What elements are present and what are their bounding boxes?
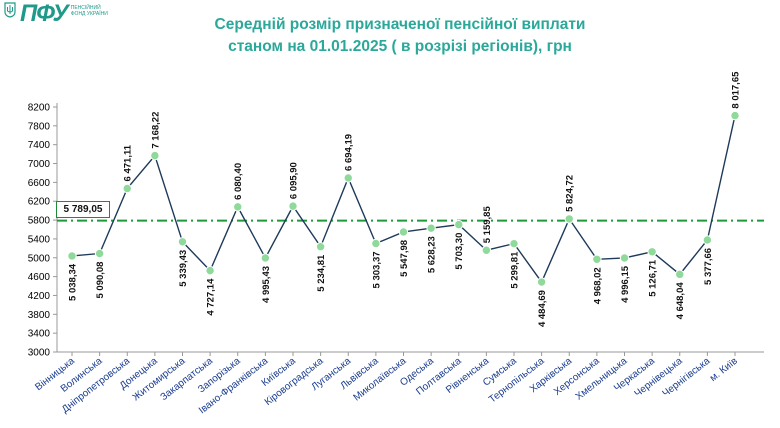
- data-label: 5 377,66: [703, 248, 714, 285]
- chart-title: Середній розмір призначеної пенсійної ви…: [160, 14, 640, 58]
- y-tick-label: 4200: [28, 291, 51, 302]
- data-label: 6 095,90: [289, 162, 300, 199]
- data-labels: 5 038,34 5 090,08 6 471,11 7 168,22 5 339,43…: [68, 71, 742, 327]
- data-point: [619, 253, 630, 263]
- y-tick-label: 6600: [28, 178, 51, 189]
- data-point: [288, 201, 298, 211]
- data-label: 6 080,40: [233, 163, 244, 200]
- data-label: 5 090,08: [95, 262, 106, 299]
- data-point: [177, 237, 188, 247]
- data-point: [150, 150, 160, 161]
- average-value-label: 5 789,05: [56, 201, 110, 218]
- y-tick-label: 3400: [28, 329, 51, 340]
- data-point: [536, 277, 547, 287]
- coat-of-arms-icon: [4, 2, 16, 18]
- data-points: [67, 110, 740, 287]
- data-label: 5 234,81: [316, 254, 327, 292]
- y-tick-label: 5400: [28, 234, 51, 245]
- y-axis: 3000 3400 3800 4200 4600 5000 5400 5800 6200 6600…: [28, 103, 58, 359]
- data-point: [454, 219, 464, 230]
- data-label: 5 299,81: [510, 251, 521, 289]
- data-point: [398, 227, 409, 237]
- data-point: [647, 247, 657, 257]
- header: ПФУ ПЕНСІЙНИЙ ФОНД УКРАЇНИ Середній розм…: [0, 0, 780, 60]
- data-label: 4 995,43: [261, 266, 272, 303]
- data-point: [564, 214, 574, 224]
- data-point: [94, 248, 105, 259]
- y-tick-label: 7000: [28, 159, 51, 170]
- data-label: 5 126,71: [648, 259, 659, 297]
- x-tick-label: м. Київ: [708, 356, 740, 384]
- data-label: 4 996,15: [620, 265, 631, 303]
- y-tick-label: 8200: [28, 103, 51, 114]
- chart-title-line2: станом на 01.01.2025 ( в розрізі регіоні…: [228, 38, 572, 55]
- y-tick-label: 7400: [28, 140, 51, 151]
- y-tick-label: 3000: [28, 348, 51, 359]
- data-label: 4 484,69: [537, 290, 548, 327]
- y-tick-label: 4600: [28, 272, 51, 283]
- data-point: [233, 202, 243, 212]
- data-point: [67, 251, 77, 261]
- data-point: [260, 253, 271, 263]
- data-point: [371, 238, 381, 249]
- data-label: 4 968,02: [592, 267, 603, 304]
- y-tick-label: 5000: [28, 253, 51, 264]
- x-axis: ВінницькаВолинськаДніпропетровськаДонець…: [33, 351, 764, 416]
- data-point: [675, 269, 685, 280]
- data-label: 7 168,22: [150, 112, 161, 149]
- logo-subtitle: ПЕНСІЙНИЙ ФОНД УКРАЇНИ: [70, 5, 108, 17]
- y-tick-label: 7800: [28, 121, 51, 132]
- data-label: 4 727,14: [206, 278, 217, 316]
- chart-title-line1: Середній розмір призначеної пенсійної ви…: [214, 16, 586, 33]
- data-label: 5 703,30: [454, 233, 465, 270]
- data-label: 8 017,65: [731, 71, 742, 109]
- data-label: 5 547,98: [399, 240, 410, 277]
- data-point: [426, 223, 436, 233]
- data-point: [509, 238, 519, 249]
- data-point: [730, 110, 740, 121]
- data-label: 5 159,85: [482, 206, 493, 244]
- data-point: [592, 254, 602, 264]
- data-label: 5 628,23: [427, 236, 438, 273]
- data-point: [481, 245, 492, 255]
- y-tick-label: 3800: [28, 310, 51, 321]
- y-tick-label: 6200: [28, 197, 51, 208]
- data-label: 5 824,72: [565, 175, 576, 212]
- y-tick-label: 5800: [28, 216, 51, 227]
- data-point: [315, 242, 326, 252]
- data-label: 5 339,43: [178, 250, 189, 287]
- pfu-logo: ПФУ ПЕНСІЙНИЙ ФОНД УКРАЇНИ: [4, 2, 111, 26]
- data-point: [702, 235, 713, 245]
- data-point: [122, 183, 132, 194]
- logo-text: ПФУ: [20, 0, 69, 27]
- data-label: 6 694,19: [344, 134, 355, 171]
- data-label: 6 471,11: [123, 144, 134, 181]
- data-point: [205, 265, 215, 276]
- data-point: [343, 173, 353, 183]
- data-label: 4 648,04: [675, 282, 686, 320]
- data-label: 5 038,34: [68, 263, 79, 301]
- data-label: 5 303,37: [371, 251, 382, 288]
